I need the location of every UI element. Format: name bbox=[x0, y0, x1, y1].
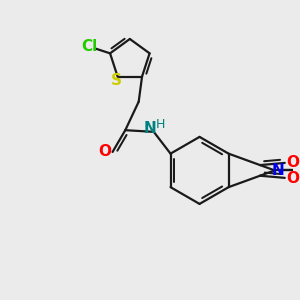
Text: O: O bbox=[98, 145, 111, 160]
Text: N: N bbox=[144, 121, 157, 136]
Text: O: O bbox=[286, 171, 299, 186]
Text: N: N bbox=[272, 163, 285, 178]
Text: O: O bbox=[286, 155, 299, 170]
Text: S: S bbox=[111, 74, 122, 88]
Text: H: H bbox=[155, 118, 165, 131]
Text: Cl: Cl bbox=[81, 39, 98, 54]
